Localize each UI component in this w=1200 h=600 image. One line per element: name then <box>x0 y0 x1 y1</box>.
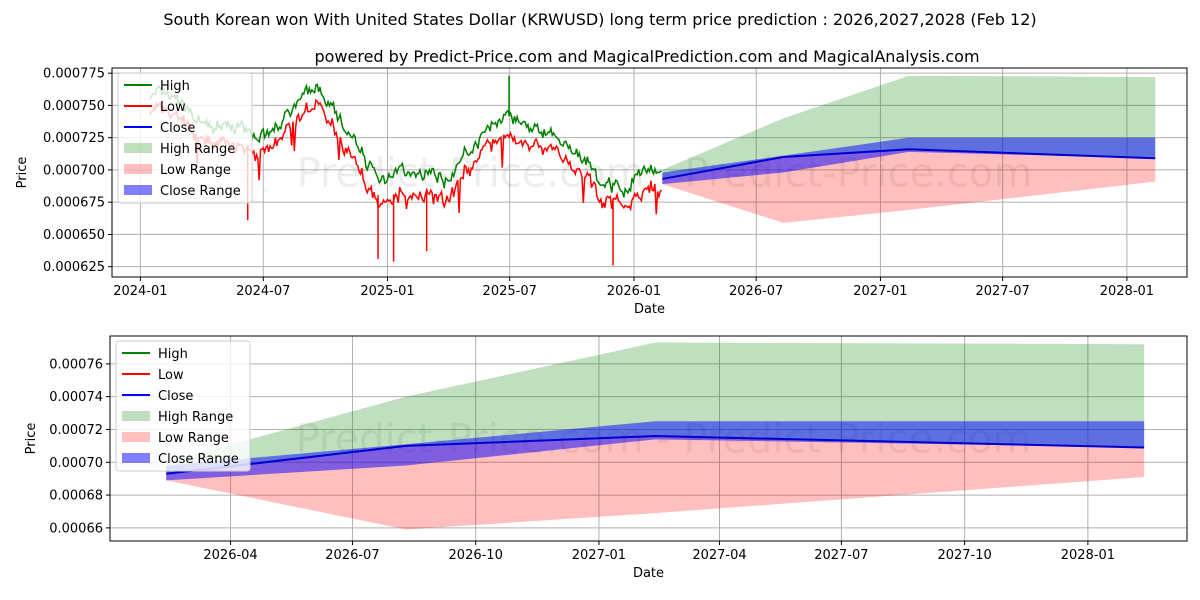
close-forecast-line <box>166 435 1145 475</box>
legend-label: High Range <box>158 410 233 425</box>
y-tick-label: 0.000625 <box>43 260 105 275</box>
y-tick-label: 0.000700 <box>43 163 105 178</box>
y-tick-label: 0.00066 <box>49 521 103 536</box>
legend-swatch-patch <box>122 453 150 463</box>
legend-label: Close <box>158 389 193 404</box>
y-tick-label: 0.00072 <box>49 423 103 438</box>
legend-swatch-patch <box>124 164 152 174</box>
y-tick-label: 0.000650 <box>43 228 105 243</box>
legend-label: Low <box>158 368 184 383</box>
legend-label: Close <box>160 121 195 136</box>
y-tick-label: 0.000675 <box>43 196 105 211</box>
legend: High Low Close High Range Low Range Close Ran… <box>115 340 251 472</box>
x-axis-label: Date <box>634 302 665 317</box>
y-tick-label: 0.000775 <box>43 67 105 82</box>
close-forecast-line <box>662 148 1156 180</box>
x-tick-label: 2025-07 <box>483 284 537 299</box>
x-tick-label: 2027-01 <box>572 548 626 563</box>
bottom-panel: Predict-Price.com - Predict-Price.com202… <box>24 335 1188 581</box>
y-axis-label: Price <box>15 157 30 189</box>
x-tick-label: 2025-01 <box>360 284 414 299</box>
x-tick-label: 2028-01 <box>1100 284 1154 299</box>
x-tick-label: 2026-04 <box>203 548 257 563</box>
x-tick-label: 2027-10 <box>937 548 991 563</box>
y-tick-label: 0.000725 <box>43 131 105 146</box>
legend-label: High Range <box>160 142 235 157</box>
x-tick-label: 2026-10 <box>449 548 503 563</box>
plot-area <box>149 75 1156 266</box>
x-tick-label: 2027-07 <box>814 548 868 563</box>
y-tick-label: 0.00074 <box>49 390 103 405</box>
legend-label: Low <box>160 100 186 115</box>
x-tick-label: 2026-07 <box>729 284 783 299</box>
legend: High Low Close High Range Low Range Close Ran… <box>117 72 253 204</box>
legend-label: Low Range <box>158 431 229 446</box>
x-tick-label: 2026-07 <box>325 548 379 563</box>
legend-label: High <box>158 347 188 362</box>
chart-subtitle: powered by Predict-Price.com and Magical… <box>314 47 979 66</box>
legend-label: High <box>160 79 190 94</box>
legend-swatch-patch <box>122 411 150 421</box>
legend-label: Close Range <box>160 184 241 199</box>
x-tick-label: 2027-07 <box>975 284 1029 299</box>
x-tick-label: 2027-01 <box>853 284 907 299</box>
y-tick-label: 0.00070 <box>49 456 103 471</box>
y-tick-label: 0.00076 <box>49 357 103 372</box>
legend-swatch-patch <box>124 143 152 153</box>
x-tick-label: 2028-01 <box>1061 548 1115 563</box>
close-range-band <box>166 421 1145 481</box>
chart-title: South Korean won With United States Doll… <box>163 10 1036 29</box>
x-tick-label: 2026-01 <box>607 284 661 299</box>
x-tick-label: 2024-01 <box>113 284 167 299</box>
x-tick-label: 2024-07 <box>236 284 290 299</box>
axes-frame <box>109 335 1188 542</box>
legend-label: Close Range <box>158 452 239 467</box>
legend-label: Low Range <box>160 163 231 178</box>
legend-swatch-patch <box>122 432 150 442</box>
x-axis-label: Date <box>633 566 664 581</box>
plot-area <box>166 342 1145 530</box>
close-range-band <box>662 137 1156 185</box>
legend-swatch-patch <box>124 185 152 195</box>
y-tick-label: 0.000750 <box>43 99 105 114</box>
x-tick-label: 2027-04 <box>692 548 746 563</box>
axes-frame <box>111 67 1188 278</box>
top-panel: Predict-Price.com - Predict-Price.com202… <box>15 67 1188 317</box>
y-axis-label: Price <box>24 423 39 455</box>
y-tick-label: 0.00068 <box>49 489 103 504</box>
